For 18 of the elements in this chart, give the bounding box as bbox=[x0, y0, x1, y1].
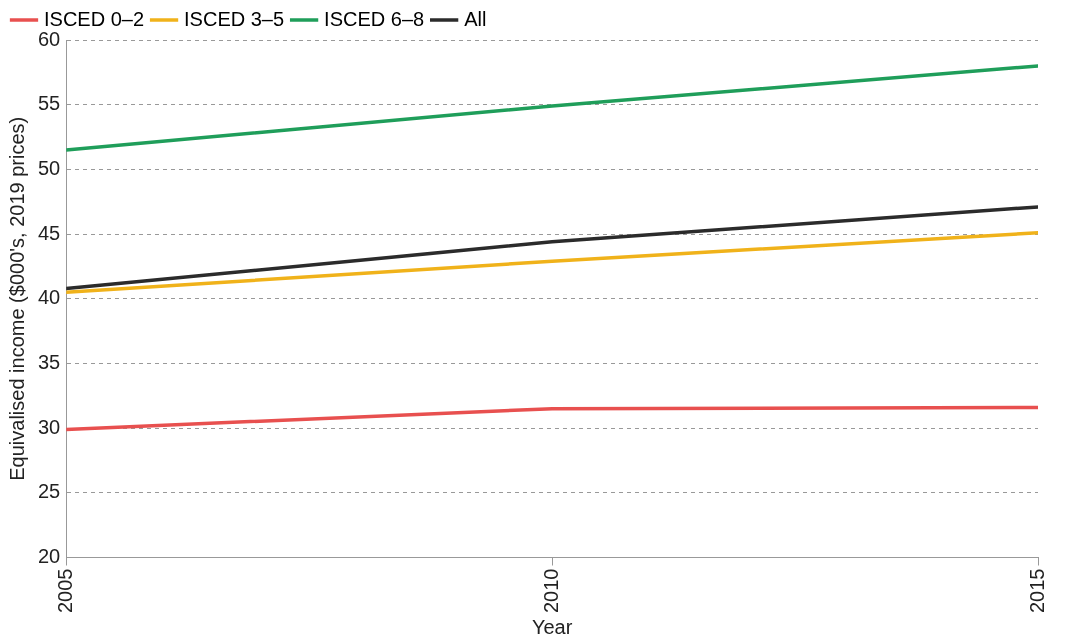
y-tick-label: 25 bbox=[38, 480, 61, 503]
y-axis-title: Equivalised income ($000's, 2019 prices) bbox=[5, 116, 28, 481]
x-tick-label: 2015 bbox=[1025, 568, 1048, 614]
x-tick-label: 2010 bbox=[539, 568, 562, 614]
y-tick-label: 35 bbox=[38, 350, 61, 373]
x-tick-label: 2005 bbox=[53, 568, 76, 614]
legend-label: ISCED 6–8 bbox=[324, 7, 425, 30]
y-tick-label: 55 bbox=[38, 92, 61, 115]
y-tick-label: 40 bbox=[38, 286, 61, 309]
y-tick-label: 45 bbox=[38, 221, 61, 244]
legend-label: ISCED 0–2 bbox=[44, 7, 145, 30]
y-tick-label: 30 bbox=[38, 415, 61, 438]
legend-label: All bbox=[464, 7, 487, 30]
legend-label: ISCED 3–5 bbox=[184, 7, 285, 30]
y-tick-label: 60 bbox=[38, 27, 61, 50]
y-tick-label: 20 bbox=[38, 545, 61, 568]
y-tick-label: 50 bbox=[38, 156, 61, 179]
x-axis-title: Year bbox=[531, 615, 573, 638]
